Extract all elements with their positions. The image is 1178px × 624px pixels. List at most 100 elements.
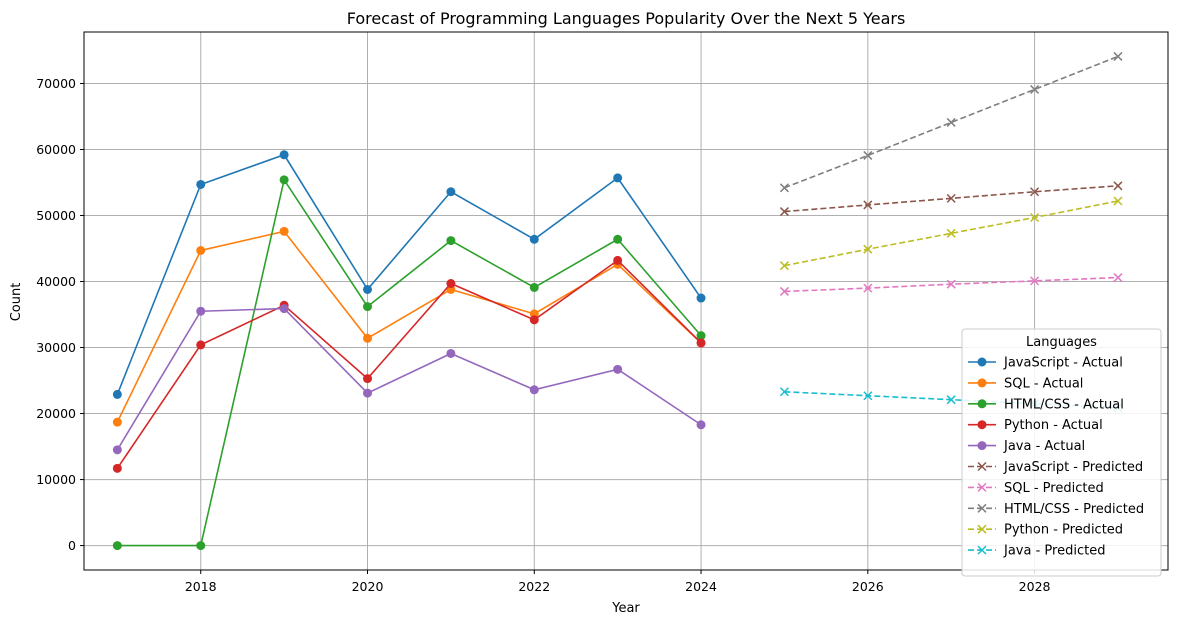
series-html-css-actual [112, 175, 706, 551]
y-tick-label: 50000 [36, 208, 76, 223]
legend-marker [977, 503, 987, 513]
data-point [1030, 276, 1040, 286]
data-point [779, 286, 789, 296]
x-axis-label: Year [611, 601, 640, 616]
legend-label: Python - Predicted [1004, 523, 1123, 538]
y-axis-label: Count [9, 283, 24, 322]
data-point [279, 175, 289, 185]
data-point [279, 226, 289, 236]
legend-entry: HTML/CSS - Actual [968, 397, 1124, 412]
data-point [779, 261, 789, 271]
data-point [946, 395, 956, 405]
data-point [529, 315, 539, 325]
legend-marker [977, 461, 987, 472]
legend-label: JavaScript - Predicted [1003, 460, 1143, 475]
data-point [446, 187, 456, 197]
data-point [196, 541, 206, 551]
y-tick-label: 40000 [36, 274, 76, 289]
data-point [112, 541, 122, 551]
data-point [446, 279, 456, 289]
legend-label: Python - Actual [1004, 418, 1103, 433]
data-point [946, 193, 956, 203]
y-tick-label: 30000 [36, 340, 76, 355]
legend-label: JavaScript - Actual [1003, 356, 1123, 371]
legend-box [961, 328, 1162, 577]
series-javascript-predicted [779, 181, 1123, 217]
legend-marker [977, 441, 987, 451]
data-point [363, 374, 373, 384]
series-sql-predicted [779, 273, 1123, 296]
x-tick-label: 2024 [685, 579, 717, 594]
data-point [946, 117, 956, 127]
legend: Languages JavaScript - Actual SQL - Actua… [961, 328, 1162, 577]
y-tick-label: 70000 [36, 76, 76, 91]
x-tick-label: 2028 [1019, 579, 1051, 594]
y-tick-label: 10000 [36, 472, 76, 487]
data-point [779, 183, 789, 193]
data-point [863, 244, 873, 254]
series-line [117, 177, 702, 547]
data-point [696, 293, 706, 303]
legend-entry: SQL - Actual [968, 376, 1083, 391]
series-python-actual [112, 255, 706, 473]
legend-entry: Java - Predicted [968, 544, 1105, 559]
data-point [529, 385, 539, 395]
data-point [112, 389, 122, 399]
series-java-actual [112, 304, 706, 455]
data-point [696, 420, 706, 430]
data-point [363, 388, 373, 398]
legend-marker [977, 524, 987, 534]
legend-entry: Python - Actual [968, 418, 1103, 433]
data-point [196, 179, 206, 189]
data-point [196, 306, 206, 316]
data-point [946, 228, 956, 238]
y-tick-label: 60000 [36, 142, 76, 157]
chart-title: Forecast of Programming Languages Popula… [347, 9, 906, 28]
legend-label: SQL - Actual [1004, 376, 1083, 391]
data-point [1030, 84, 1040, 94]
data-point [696, 331, 706, 341]
series-html-css-predicted [779, 51, 1123, 193]
data-point [1030, 187, 1040, 197]
x-tick-label: 2022 [518, 579, 550, 594]
x-tick-label: 2018 [185, 579, 217, 594]
data-point [363, 284, 373, 294]
data-point [1113, 273, 1123, 283]
data-point [613, 234, 623, 244]
x-tick-label: 2026 [852, 579, 884, 594]
data-point [613, 364, 623, 374]
legend-marker [977, 357, 987, 367]
data-point [112, 463, 122, 473]
data-point [279, 150, 289, 160]
data-point [613, 173, 623, 183]
axis-ticks: 2018 2020 2022 2024 2026 2028 0 10000 20000 30000… [36, 76, 1050, 594]
data-point [279, 304, 289, 314]
series-python-predicted [779, 196, 1123, 271]
data-point [863, 150, 873, 160]
data-point [863, 391, 873, 401]
legend-marker [977, 420, 987, 430]
data-point [1113, 181, 1123, 191]
legend-entry: HTML/CSS - Predicted [968, 502, 1144, 517]
legend-entry: JavaScript - Actual [968, 356, 1123, 371]
data-point [112, 417, 122, 427]
series-line [116, 307, 702, 451]
legend-entry: Java - Actual [968, 439, 1085, 454]
legend-label: Java - Actual [1003, 439, 1085, 454]
data-point [196, 340, 206, 350]
data-point [946, 279, 956, 289]
series-line [784, 200, 1119, 267]
y-tick-label: 0 [68, 538, 76, 553]
y-tick-label: 20000 [36, 406, 76, 421]
legend-marker [977, 378, 987, 388]
data-point [1113, 51, 1123, 61]
data-point [696, 338, 706, 348]
legend-entry: Python - Predicted [968, 523, 1123, 538]
plot-frame [83, 31, 1169, 571]
data-point [112, 445, 122, 455]
data-point [529, 282, 539, 292]
legend-label: SQL - Predicted [1004, 481, 1104, 496]
data-point [196, 246, 206, 256]
series-line [116, 259, 702, 469]
